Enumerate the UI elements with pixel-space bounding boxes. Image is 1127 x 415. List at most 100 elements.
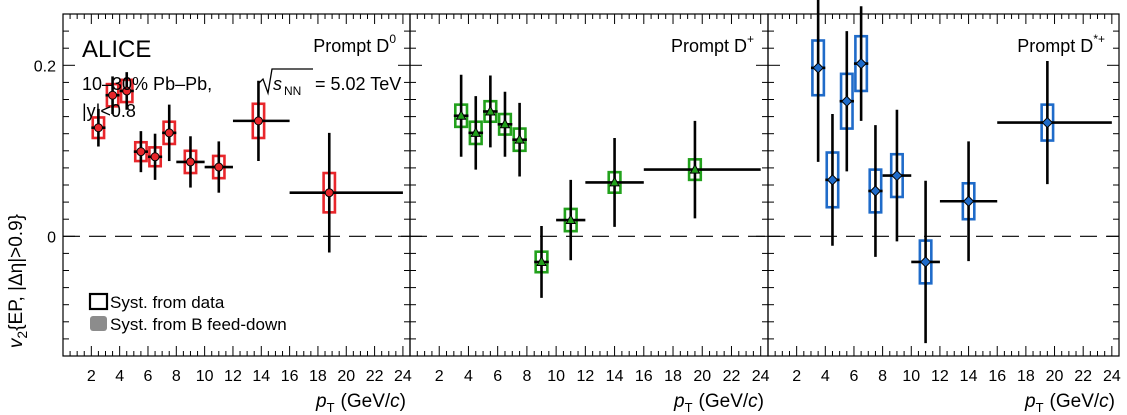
legend-label-syst-feeddown: Syst. from B feed-down [110, 315, 287, 334]
x-axis-label-main: p [1024, 391, 1036, 412]
x-axis-label: pT (GeV/c) [315, 391, 406, 415]
rapidity-label: |y|<0.8 [82, 101, 136, 121]
data-point [939, 141, 998, 262]
x-axis-label-unit-close: ) [1109, 391, 1115, 412]
data-point [453, 74, 469, 157]
marker-circle [253, 116, 263, 126]
x-axis-label-unit-c: c [748, 391, 758, 412]
data-point [468, 96, 484, 170]
x-tick-label: 2 [87, 368, 96, 385]
x-tick-label: 4 [115, 368, 124, 385]
energy-value: = 5.02 TeV [315, 74, 401, 94]
marker-triangle [565, 213, 577, 225]
y-axis-label: v2{EP, |Δη|>0.9} [6, 214, 30, 348]
panel-label-sup: + [747, 32, 754, 46]
marker-triangle [455, 109, 467, 120]
y-tick-label: 0.2 [34, 58, 56, 75]
panel-label: Prompt D*+ [1017, 32, 1105, 56]
x-axis-label: pT (GeV/c) [1024, 391, 1115, 415]
data-point [810, 0, 826, 162]
x-axis-label-unit: (GeV/ [341, 391, 391, 412]
x-tick-label: 6 [144, 368, 153, 385]
data-point [483, 75, 498, 148]
x-tick-label: 18 [309, 368, 327, 385]
x-tick-label: 8 [878, 368, 887, 385]
data-point [534, 226, 549, 298]
energy-sqrt-s: s [273, 74, 282, 94]
data-point [497, 91, 513, 157]
x-tick-label: 22 [366, 368, 384, 385]
data-point [289, 132, 403, 253]
data-point [232, 80, 290, 162]
data-point [512, 102, 527, 177]
x-tick-label: 24 [752, 368, 770, 385]
data-point [839, 31, 854, 172]
marker-diamond [841, 95, 853, 107]
sqrt-sign [258, 68, 313, 96]
marker-circle [136, 147, 146, 157]
marker-diamond [855, 57, 867, 70]
x-tick-label: 8 [172, 368, 181, 385]
x-axis-label-unit: (GeV/ [699, 391, 749, 412]
x-axis-label-unit: (GeV/ [1050, 391, 1100, 412]
x-axis-label-sub: T [685, 400, 693, 415]
data-point [853, 6, 869, 121]
marker-triangle [499, 118, 511, 129]
panel-label-main: Prompt D [313, 36, 389, 56]
marker-circle [214, 162, 224, 172]
x-tick-label: 4 [821, 368, 830, 385]
panel-label-main: Prompt D [1017, 36, 1093, 56]
x-tick-label: 16 [988, 368, 1006, 385]
marker-triangle [470, 126, 482, 137]
marker-triangle [609, 176, 620, 187]
x-axis-label-sub: T [1036, 400, 1044, 415]
x-axis-label-main: p [673, 391, 685, 412]
x-tick-label: 16 [281, 368, 299, 385]
data-point [105, 76, 120, 115]
marker-diamond [962, 195, 975, 207]
panel-frame [409, 13, 769, 357]
x-tick-label: 10 [547, 368, 565, 385]
x-tick-label: 22 [1074, 368, 1092, 385]
marker-circle [108, 90, 118, 100]
marker-circle [93, 123, 103, 133]
x-tick-label: 2 [435, 368, 444, 385]
system-label: 10–30% Pb–Pb, [82, 74, 212, 94]
data-point [643, 120, 761, 219]
x-tick-label: 10 [902, 368, 920, 385]
panel-label: Prompt D+ [671, 32, 754, 56]
marker-circle [122, 86, 132, 96]
x-tick-label: 20 [1046, 368, 1064, 385]
data-point [585, 137, 644, 227]
data-point [204, 141, 233, 193]
data-point [133, 131, 148, 173]
marker-circle [164, 128, 174, 138]
x-tick-label: 4 [464, 368, 473, 385]
marker-triangle [689, 163, 701, 174]
x-tick-label: 24 [1103, 368, 1121, 385]
data-point [911, 180, 940, 344]
x-tick-label: 20 [337, 368, 355, 385]
x-axis-label-unit-close: ) [758, 391, 764, 412]
x-tick-label: 12 [931, 368, 949, 385]
legend: Syst. from data Syst. from B feed-down [88, 292, 287, 334]
legend-marker-filled-gray [90, 316, 107, 331]
data-point [868, 125, 883, 257]
x-tick-label: 2 [792, 368, 801, 385]
data-point [997, 61, 1112, 185]
marker-circle [150, 152, 160, 162]
marker-diamond [812, 62, 824, 74]
y-axis-label-rest: {EP, |Δη|>0.9} [6, 214, 27, 331]
data-point [556, 179, 586, 261]
x-tick-label: 12 [224, 368, 242, 385]
x-tick-label: 14 [960, 368, 978, 385]
x-tick-label: 14 [252, 368, 270, 385]
energy-label: s NN = 5.02 TeV [258, 68, 401, 98]
marker-diamond [1041, 116, 1054, 129]
panel-label-sup: 0 [389, 32, 396, 46]
x-tick-label: 6 [493, 368, 502, 385]
x-tick-label: 10 [196, 368, 214, 385]
